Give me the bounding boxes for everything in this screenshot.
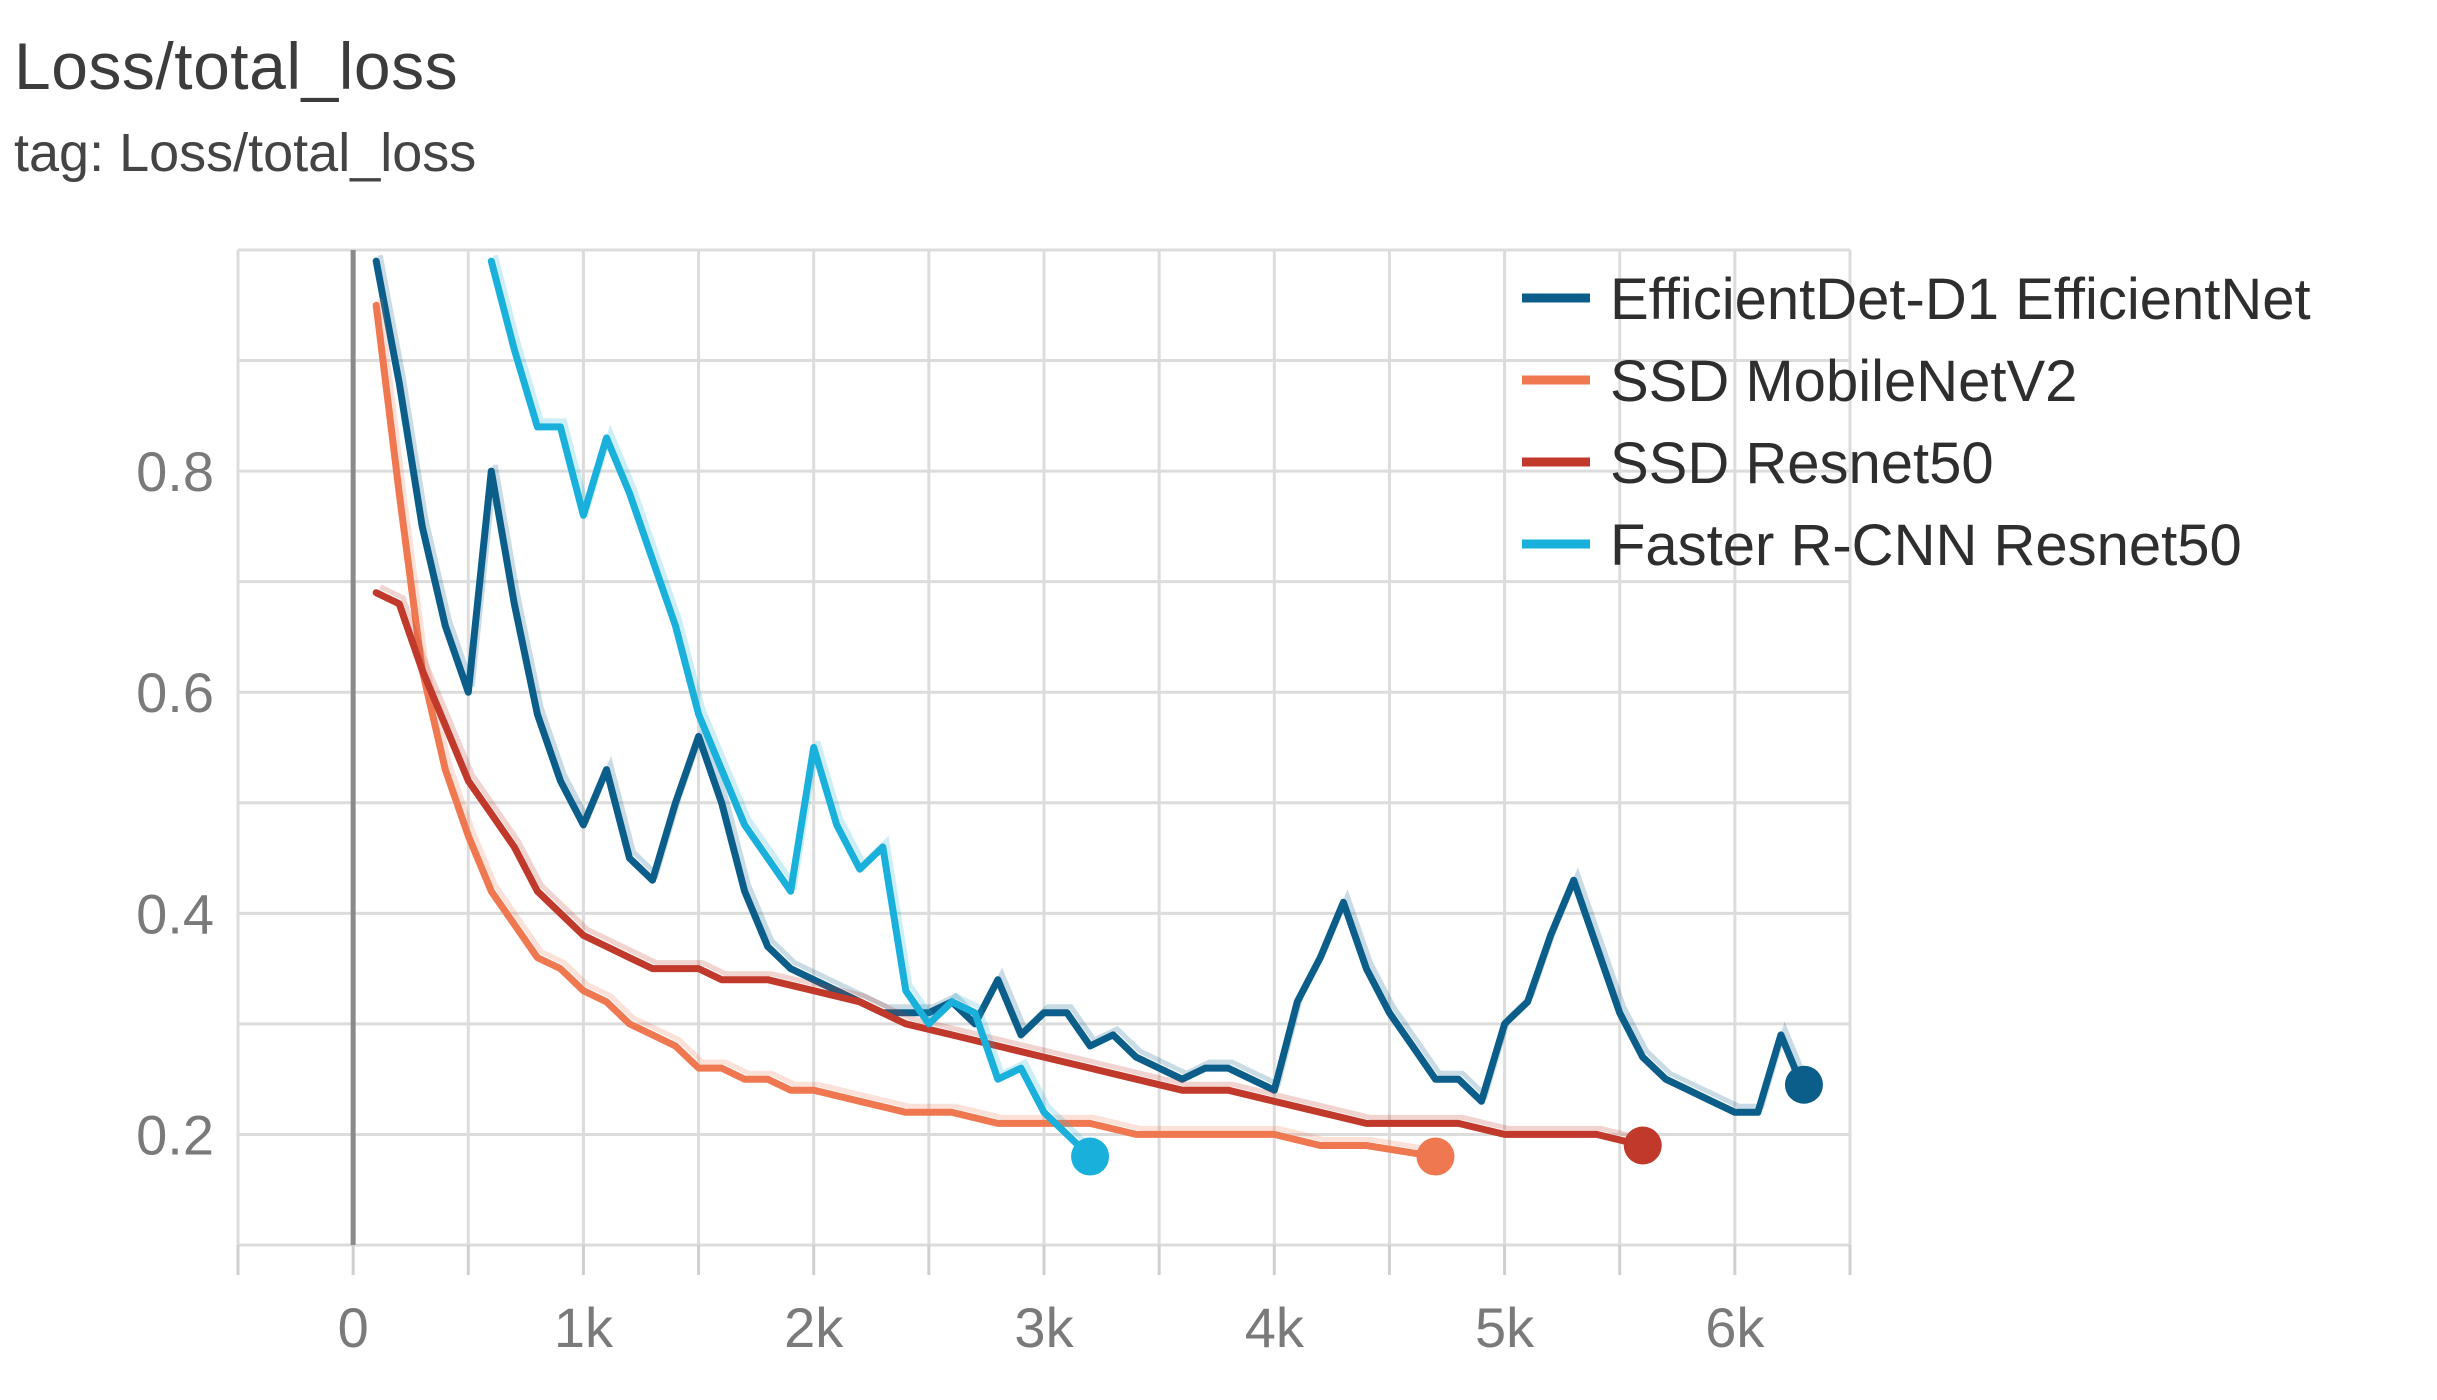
series-line — [372, 301, 1439, 1161]
series-end-marker — [1623, 1126, 1662, 1165]
series-raw-trace — [377, 298, 1440, 1154]
legend: EfficientDet-D1 EfficientNet SSD MobileNe… — [1522, 267, 2311, 578]
legend-label: SSD Resnet50 — [1610, 431, 1994, 496]
legend-label: Faster R-CNN Resnet50 — [1610, 513, 2242, 578]
y-tick-label: 0.4 — [136, 882, 214, 945]
legend-label: EfficientDet-D1 EfficientNet — [1610, 267, 2311, 332]
y-tick-label: 0.2 — [136, 1103, 214, 1166]
x-tick-label: 0 — [338, 1296, 369, 1359]
series-3 — [487, 254, 1110, 1176]
x-tick-label: 6k — [1705, 1296, 1765, 1359]
series-0 — [372, 254, 1823, 1116]
series-line — [487, 257, 1094, 1161]
y-tick-label: 0.8 — [136, 440, 214, 503]
series-raw-trace — [379, 584, 1648, 1142]
chart-title: Loss/total_loss — [14, 29, 459, 103]
x-tick-label: 5k — [1475, 1296, 1535, 1359]
legend-label: SSD MobileNetV2 — [1610, 349, 2077, 414]
series-end-marker — [1071, 1137, 1110, 1176]
series-2 — [372, 584, 1662, 1165]
chart-subtitle: tag: Loss/total_loss — [14, 123, 477, 183]
series-layer — [372, 254, 1823, 1176]
y-tick-label: 0.6 — [136, 661, 214, 724]
axis-layer: 0 1k 2k 3k 4k 5k 6k 0.2 0.4 0.6 0.8 — [136, 250, 1852, 1359]
series-raw-trace — [377, 254, 1811, 1109]
x-tick-label: 1k — [554, 1296, 614, 1359]
x-tick-label: 4k — [1245, 1296, 1305, 1359]
x-tick-label: 2k — [784, 1296, 844, 1359]
series-line — [372, 589, 1647, 1149]
x-tick-label: 3k — [1014, 1296, 1074, 1359]
series-line — [372, 257, 1808, 1116]
series-end-marker — [1784, 1065, 1823, 1104]
series-1 — [372, 298, 1455, 1176]
series-raw-trace — [492, 254, 1096, 1153]
series-end-marker — [1416, 1137, 1455, 1176]
